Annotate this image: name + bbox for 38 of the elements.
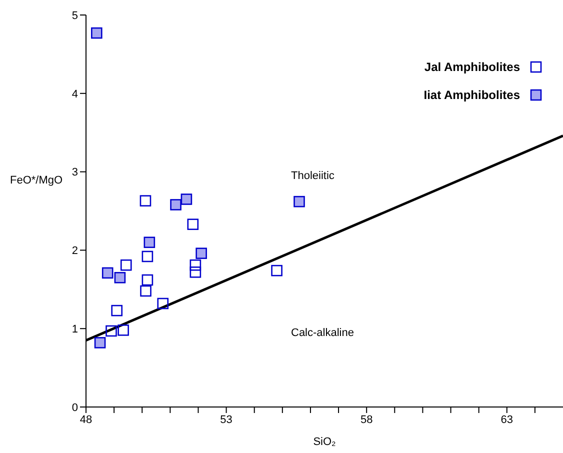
annotation: Calc-alkaline <box>291 327 354 339</box>
y-tick-label: 3 <box>72 166 78 179</box>
x-tick-label: 58 <box>360 414 373 426</box>
point <box>94 337 106 348</box>
y-tick-label: 5 <box>72 10 78 22</box>
x-tick-label: 48 <box>80 414 92 426</box>
legend-label: Jal Amphibolites <box>424 60 520 74</box>
annotation: Tholeiitic <box>291 170 334 182</box>
point <box>140 195 152 206</box>
point <box>106 325 117 337</box>
point <box>120 259 132 271</box>
point <box>196 248 207 259</box>
y-tick-label: 1 <box>72 324 78 336</box>
point <box>144 236 156 248</box>
x-tick-label: 63 <box>500 414 514 426</box>
y-tick-label: 4 <box>72 88 78 100</box>
point <box>157 298 169 310</box>
point <box>294 196 305 208</box>
point <box>170 199 182 210</box>
point <box>187 218 199 230</box>
point <box>190 259 202 271</box>
point <box>142 274 154 286</box>
point <box>111 304 123 316</box>
point <box>140 285 152 297</box>
point <box>118 324 129 336</box>
legend-label: Iiat Amphibolites <box>424 88 520 102</box>
point <box>180 194 192 205</box>
point <box>271 264 282 276</box>
y-axis-title: FeO*/MgO <box>10 174 64 187</box>
point <box>142 250 154 262</box>
x-tick-label: 53 <box>220 414 232 426</box>
x-axis-title: SiO₂ <box>313 436 336 448</box>
point <box>91 27 102 39</box>
point <box>102 267 114 279</box>
y-tick-label: 2 <box>72 245 78 258</box>
point <box>114 272 126 284</box>
point <box>190 266 202 278</box>
y-tick-label: 0 <box>72 402 78 414</box>
